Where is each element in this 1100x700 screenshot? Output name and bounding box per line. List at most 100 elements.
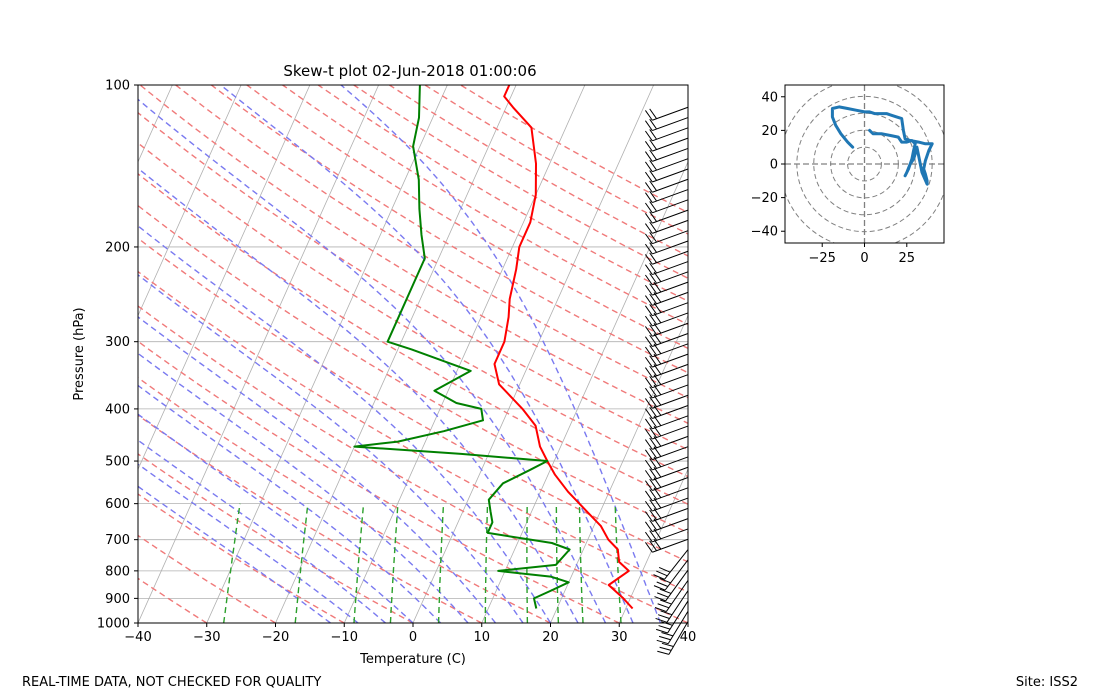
moist-adiabat <box>138 485 331 623</box>
wind-barb <box>644 271 689 286</box>
dry-adiabat <box>282 85 688 326</box>
wind-barb <box>656 610 689 645</box>
dry-adiabat <box>317 85 688 302</box>
wind-barb <box>644 178 689 193</box>
x-tick-label: 40 <box>680 630 697 645</box>
wind-barb <box>656 600 689 634</box>
wind-barb <box>644 487 689 502</box>
y-tick-label: 400 <box>105 402 130 417</box>
wind-barb <box>644 477 689 491</box>
y-tick-label: 100 <box>105 79 130 94</box>
wind-barb <box>644 466 689 481</box>
mixing-ratio-line <box>555 503 560 623</box>
isotherm-line <box>138 85 379 623</box>
mixing-ratio-line <box>353 503 365 623</box>
wind-barb <box>644 199 689 214</box>
mixing-ratio-line <box>294 503 309 623</box>
wind-barb <box>644 312 689 327</box>
wind-barb <box>644 250 689 265</box>
dry-adiabat <box>138 376 551 623</box>
wind-barb <box>644 446 689 461</box>
y-tick-label: 700 <box>105 533 130 548</box>
mixing-ratio-line <box>437 503 445 623</box>
y-tick-label: 200 <box>105 240 130 255</box>
hodograph-plot: −25 0 25 −40 −20 0 20 40 <box>751 84 945 266</box>
wind-barb <box>644 322 689 337</box>
wind-barb <box>644 363 689 378</box>
mixing-ratio-line <box>578 503 584 623</box>
wind-barb <box>644 117 689 132</box>
dewpoint-profile <box>353 85 571 609</box>
hodograph-y-tick-label: −40 <box>751 225 778 240</box>
x-tick-label: 10 <box>473 630 490 645</box>
hodograph-y-tick-label: 0 <box>770 158 778 173</box>
isotherm-line <box>550 314 688 623</box>
wind-barb <box>644 456 689 471</box>
hodograph-x-tick-label: 25 <box>899 251 916 266</box>
wind-barb <box>644 261 689 276</box>
wind-barb <box>644 127 689 142</box>
wind-barb <box>644 230 689 245</box>
hodograph-y-tick-label: −20 <box>751 191 778 206</box>
wind-barb <box>644 209 689 224</box>
wind-barb <box>644 518 689 533</box>
mixing-ratio-line <box>526 503 529 623</box>
wind-barb <box>644 538 689 553</box>
wind-barb <box>644 106 689 121</box>
hodograph-x-tick-label: −25 <box>808 251 835 266</box>
wind-barb <box>657 621 689 655</box>
wind-barb <box>644 189 689 204</box>
wind-barb <box>644 219 689 234</box>
wind-barb <box>644 353 689 368</box>
isotherm-line <box>618 468 688 623</box>
mixing-ratio-line <box>614 503 622 623</box>
moist-adiabat <box>138 384 442 623</box>
wind-barb <box>644 168 689 183</box>
wind-barb <box>644 497 689 512</box>
x-tick-label: −20 <box>262 630 289 645</box>
wind-barb <box>644 405 689 419</box>
isotherm-line <box>343 85 586 623</box>
y-axis-label: Pressure (hPa) <box>72 307 87 400</box>
mixing-ratio-line <box>484 503 489 623</box>
moist-adiabat <box>138 167 579 623</box>
moist-adiabat <box>220 85 634 623</box>
hodograph-trace <box>830 105 934 186</box>
wind-barb <box>644 343 689 358</box>
moist-adiabat <box>138 274 524 623</box>
wind-barb <box>653 559 689 591</box>
moist-adiabat <box>138 98 607 623</box>
wind-barb <box>644 415 689 430</box>
wind-barb <box>654 580 689 613</box>
mixing-ratio-line <box>223 503 241 623</box>
y-tick-label: 600 <box>105 497 130 512</box>
isotherm-line <box>0 85 104 623</box>
wind-barb <box>644 384 689 399</box>
wind-barb <box>644 333 689 347</box>
quality-notice: REAL-TIME DATA, NOT CHECKED FOR QUALITY <box>22 675 322 690</box>
wind-barb <box>644 374 689 389</box>
isotherm-line <box>138 85 242 317</box>
dry-adiabat <box>138 577 208 623</box>
wind-barb <box>644 394 689 409</box>
wind-barb <box>644 291 689 306</box>
wind-barb <box>644 507 689 522</box>
y-tick-label: 1000 <box>97 617 130 632</box>
chart-title: Skew-t plot 02-Jun-2018 01:00:06 <box>283 62 536 80</box>
isotherm-line <box>138 85 311 471</box>
wind-barb <box>644 435 689 450</box>
wind-barb <box>644 137 689 152</box>
moist-adiabat <box>138 225 552 623</box>
x-tick-label: −10 <box>331 630 358 645</box>
dry-adiabat <box>138 453 414 623</box>
y-tick-label: 300 <box>105 335 130 350</box>
x-tick-label: 20 <box>542 630 559 645</box>
isotherm-line <box>275 85 517 623</box>
wind-barb <box>644 302 689 317</box>
wind-barb <box>644 240 689 255</box>
site-label: Site: ISS2 <box>1015 675 1078 690</box>
moist-adiabat <box>138 463 359 623</box>
wind-barb <box>644 147 689 162</box>
hodograph-x-tick-label: 0 <box>860 251 868 266</box>
